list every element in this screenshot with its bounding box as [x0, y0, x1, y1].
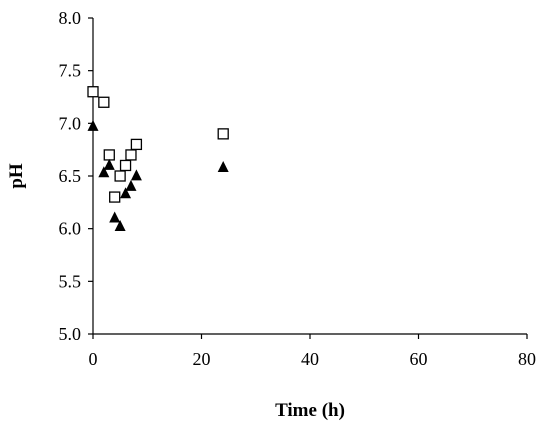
triangle-point — [130, 169, 142, 181]
triangle-point — [109, 211, 121, 223]
triangle-point — [217, 160, 229, 172]
axes — [92, 18, 527, 335]
square-point — [109, 191, 121, 203]
square-point — [87, 86, 99, 98]
x-tick-label: 80 — [518, 349, 536, 369]
triangle-point — [87, 119, 99, 131]
square-point — [114, 170, 126, 182]
x-tick-label: 60 — [410, 349, 428, 369]
x-tick-label: 40 — [301, 349, 319, 369]
triangle-point — [103, 158, 115, 170]
triangle-point — [125, 179, 137, 191]
square-point — [119, 159, 132, 172]
square-point — [217, 128, 229, 140]
data-points — [87, 86, 229, 231]
y-tick-label: 7.0 — [59, 113, 82, 133]
square-point — [98, 96, 110, 108]
square-point — [103, 149, 115, 161]
x-tick-label: 20 — [193, 349, 211, 369]
y-tick-label: 7.5 — [59, 61, 82, 81]
y-tick-label: 5.0 — [59, 324, 82, 344]
series-1 — [87, 119, 229, 231]
triangle-point — [114, 219, 126, 231]
x-tick-label: 0 — [89, 349, 98, 369]
y-tick-label: 5.5 — [59, 271, 82, 291]
square-point — [125, 149, 137, 161]
series-0 — [87, 86, 229, 203]
ticks: 5.0 5.5 6.0 6.5 7.0 7.5 8.0 0 20 40 60 80 — [59, 8, 537, 369]
y-tick-label: 6.0 — [59, 219, 82, 239]
y-tick-label: 8.0 — [59, 8, 82, 28]
y-tick-label: 6.5 — [59, 166, 82, 186]
triangle-point — [98, 166, 110, 178]
square-point — [130, 138, 143, 151]
y-axis-title: pH — [6, 163, 27, 189]
x-axis-title: Time (h) — [275, 400, 345, 421]
triangle-point — [120, 187, 132, 199]
